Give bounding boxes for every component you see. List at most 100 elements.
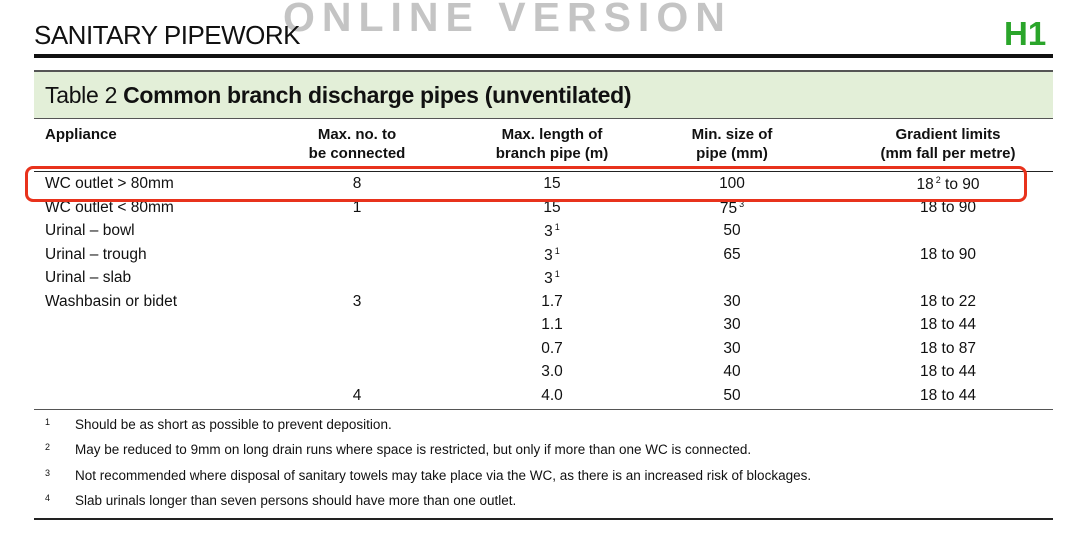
column-header-line: Appliance <box>45 126 117 143</box>
cell-max-length: 15 <box>452 199 652 217</box>
footnote-ref: 2 <box>935 175 941 185</box>
cell-max-number: 8 <box>257 175 457 193</box>
cell-gradient: 18 to 44 <box>848 387 1048 405</box>
table-row: Urinal – slab 3 1 <box>0 269 1085 293</box>
section-code: H1 <box>1004 15 1047 52</box>
cell-gradient: 18 to 87 <box>848 340 1048 358</box>
cell-min-size: 50 <box>632 222 832 240</box>
cell-max-length: 0.7 <box>452 340 652 358</box>
table-bottom-rule <box>34 409 1053 410</box>
table-title: Table 2 Common branch discharge pipes (un… <box>45 82 632 109</box>
cell-value: 18 to 90 <box>919 245 977 263</box>
page-title: SANITARY PIPEWORK <box>34 20 301 50</box>
table-number: Table 2 <box>45 82 118 108</box>
cell-value: 18 <box>916 176 934 193</box>
cell-value: Urinal – trough <box>45 245 147 263</box>
footnotes-bottom-rule <box>34 518 1053 520</box>
column-header-max-number: Max. no. to be connected <box>257 125 457 163</box>
cell-value: 18 to 87 <box>919 339 977 357</box>
footnote-number: 1 <box>45 417 51 427</box>
cell-appliance: WC outlet < 80mm <box>45 199 245 217</box>
table-row: 1.1 30 18 to 44 <box>0 316 1085 340</box>
cell-value: 8 <box>352 175 362 192</box>
footnote-text: Slab urinals longer than seven persons s… <box>75 492 517 508</box>
cell-value: 4 <box>352 386 362 404</box>
footnote-ref: 3 <box>739 198 745 209</box>
table-row: WC outlet > 80mm 8 15 100 18 2 to 90 <box>0 175 1085 199</box>
cell-appliance: Urinal – trough <box>45 246 245 264</box>
column-header-line: branch pipe (m) <box>495 145 609 162</box>
column-header-line: Max. no. to <box>317 126 397 143</box>
table-row: 0.7 30 18 to 87 <box>0 340 1085 364</box>
footnote: 1 Should be as short as possible to preve… <box>45 417 392 432</box>
footnote-ref: 1 <box>554 245 560 256</box>
cell-max-length: 3.0 <box>452 363 652 381</box>
header-rule <box>34 171 1053 172</box>
cell-appliance: Washbasin or bidet <box>45 293 245 311</box>
cell-value: 0.7 <box>541 339 563 357</box>
cell-value: 40 <box>723 363 741 380</box>
cell-appliance: Urinal – bowl <box>45 222 245 240</box>
cell-value: 30 <box>723 339 741 357</box>
cell-gradient: 18 to 90 <box>848 199 1048 217</box>
cell-value: 3 <box>544 246 553 264</box>
cell-appliance: WC outlet > 80mm <box>45 175 245 193</box>
cell-value: 30 <box>723 316 741 333</box>
cell-value: 18 to 22 <box>919 292 977 310</box>
watermark: ONLINE VERSION <box>283 0 732 40</box>
column-header-appliance: Appliance <box>45 125 245 144</box>
highlight-box <box>25 166 1027 202</box>
cell-appliance: Urinal – slab <box>45 269 245 287</box>
cell-max-length: 15 <box>452 175 652 193</box>
footnote: 2 May be reduced to 9mm on long drain run… <box>45 442 751 457</box>
cell-value: WC outlet > 80mm <box>45 175 174 192</box>
cell-value: 75 <box>719 199 738 217</box>
cell-value: 4.0 <box>541 386 563 404</box>
cell-max-length: 1.1 <box>452 316 652 334</box>
table-caption: Common branch discharge pipes (unventila… <box>123 82 632 108</box>
cell-min-size: 30 <box>632 316 832 334</box>
cell-gradient: 18 to 22 <box>848 293 1048 311</box>
cell-value: 3.0 <box>541 363 563 380</box>
cell-gradient: 18 to 44 <box>848 363 1048 381</box>
cell-value: 3 <box>544 270 553 287</box>
column-header-max-length: Max. length of branch pipe (m) <box>452 125 652 163</box>
cell-value: 3 <box>352 292 362 310</box>
cell-min-size: 50 <box>632 387 832 405</box>
cell-min-size: 30 <box>632 293 832 311</box>
footnote-ref: 1 <box>554 269 560 279</box>
cell-max-length: 1.7 <box>452 293 652 311</box>
table-row: 4 4.0 50 18 to 44 <box>0 387 1085 411</box>
cell-value: 65 <box>723 245 741 263</box>
cell-value: 15 <box>543 175 561 192</box>
footnote: 4 Slab urinals longer than seven persons … <box>45 493 516 508</box>
header-divider <box>34 54 1053 58</box>
cell-min-size: 100 <box>632 175 832 193</box>
column-header-line: Gradient limits <box>895 126 1001 143</box>
cell-value: 18 to 44 <box>919 316 977 333</box>
cell-value: 18 to 90 <box>919 198 977 216</box>
footnote-number: 4 <box>45 492 51 503</box>
cell-min-size: 30 <box>632 340 832 358</box>
cell-value: 1.1 <box>541 316 563 333</box>
table-row: 3.0 40 18 to 44 <box>0 363 1085 387</box>
footnote-text: Not recommended where disposal of sanita… <box>75 467 812 483</box>
cell-max-number: 4 <box>257 387 457 405</box>
cell-value: WC outlet < 80mm <box>45 198 174 216</box>
cell-max-number: 1 <box>257 199 457 217</box>
cell-value: 100 <box>719 175 745 192</box>
cell-gradient: 18 to 90 <box>848 246 1048 264</box>
cell-value-suffix: to 90 <box>940 176 980 193</box>
table-row: Urinal – trough 3 1 65 18 to 90 <box>0 246 1085 270</box>
cell-value: 30 <box>723 292 741 310</box>
cell-value: 1.7 <box>541 292 563 310</box>
cell-gradient: 18 to 44 <box>848 316 1048 334</box>
table-row: Washbasin or bidet 3 1.7 30 18 to 22 <box>0 293 1085 317</box>
footnote-ref: 1 <box>554 222 560 232</box>
footnote-number: 2 <box>45 442 51 453</box>
cell-value: Urinal – bowl <box>45 222 135 239</box>
column-header-min-size: Min. size of pipe (mm) <box>632 125 832 163</box>
